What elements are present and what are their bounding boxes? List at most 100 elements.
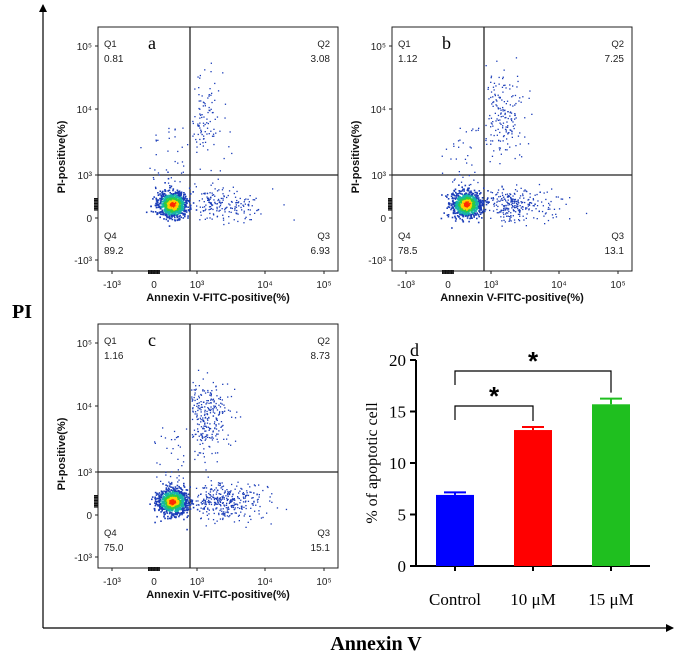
event-dot (164, 204, 166, 207)
event-dot (569, 218, 571, 220)
event-dot (243, 222, 245, 224)
event-dot (165, 484, 167, 486)
event-dot (247, 521, 249, 523)
event-dot (196, 416, 198, 418)
event-dot (176, 484, 179, 487)
event-dot (499, 140, 502, 142)
event-dot (94, 202, 98, 205)
event-dot (167, 515, 169, 518)
event-dot (455, 207, 457, 209)
significance-bracket (454, 405, 534, 421)
event-dot (211, 436, 213, 438)
event-dot (521, 206, 523, 208)
event-dot (230, 490, 232, 492)
event-dot (227, 493, 229, 495)
y-tick-label: -10³ (368, 256, 386, 267)
event-dot (516, 86, 518, 88)
event-dot (206, 197, 209, 199)
event-dot (220, 402, 222, 404)
event-dot (209, 201, 211, 204)
event-dot (208, 417, 210, 419)
event-dot (470, 203, 472, 206)
event-dot (196, 205, 198, 207)
event-dot (213, 400, 215, 402)
event-dot (474, 196, 477, 198)
event-dot (451, 193, 453, 195)
event-dot (236, 503, 238, 505)
event-dot (210, 406, 212, 408)
event-dot (500, 123, 502, 125)
event-dot (471, 211, 474, 213)
event-dot (208, 503, 210, 505)
event-dot (482, 209, 485, 212)
event-dot (169, 482, 171, 485)
event-dot (517, 203, 519, 205)
event-dot (453, 190, 456, 192)
event-dot (454, 220, 457, 222)
event-dot (490, 191, 492, 193)
event-dot (203, 401, 205, 403)
event-dot (208, 501, 210, 504)
event-dot (201, 500, 203, 502)
event-dot (492, 210, 495, 212)
event-dot (470, 191, 473, 194)
event-dot (232, 506, 234, 509)
event-dot (222, 429, 224, 431)
event-dot (509, 219, 511, 221)
event-dot (158, 492, 161, 494)
event-dot (474, 209, 476, 212)
event-dot (158, 497, 161, 500)
event-dot (462, 215, 465, 217)
event-dot (180, 487, 182, 489)
event-dot (494, 112, 496, 114)
event-dot (450, 207, 453, 209)
event-dot (209, 409, 212, 412)
event-dot (209, 394, 211, 396)
event-dot (155, 204, 157, 207)
event-dot (467, 208, 469, 210)
event-dot (463, 190, 465, 192)
event-dot (514, 114, 516, 116)
event-dot (462, 220, 464, 222)
event-dot (197, 428, 199, 430)
event-dot (447, 215, 450, 218)
event-dot (228, 502, 231, 504)
event-dot (155, 154, 157, 156)
event-dot (509, 218, 511, 220)
event-dot (217, 90, 220, 92)
event-dot (184, 206, 187, 208)
event-dot (464, 199, 466, 202)
event-dot (215, 386, 217, 388)
event-dot (222, 383, 224, 385)
event-dot (200, 393, 202, 396)
event-dot (202, 378, 204, 380)
event-dot (154, 169, 156, 171)
quadrant-label-q3: Q3 (611, 231, 624, 242)
event-dot (449, 202, 451, 205)
event-dot (478, 127, 480, 129)
event-dot (249, 209, 251, 211)
event-dot (470, 209, 472, 211)
event-dot (155, 206, 158, 209)
event-dot (223, 496, 225, 499)
event-dot (167, 182, 170, 184)
event-dot (451, 203, 453, 205)
event-dot (491, 192, 494, 194)
event-dot (174, 216, 176, 219)
event-dot (452, 209, 455, 212)
event-dot (173, 196, 176, 199)
event-dot (178, 492, 181, 494)
event-dots (94, 62, 295, 274)
event-dot (168, 211, 171, 214)
event-dot (474, 214, 476, 216)
event-dot (447, 206, 450, 208)
event-dot (219, 406, 222, 408)
event-dot (225, 504, 227, 506)
event-dot (185, 201, 188, 203)
event-dot (171, 206, 174, 209)
event-dot (192, 435, 195, 437)
event-dot (257, 498, 259, 500)
event-dot (182, 509, 184, 512)
event-dot (502, 77, 504, 80)
event-dot (160, 435, 162, 437)
